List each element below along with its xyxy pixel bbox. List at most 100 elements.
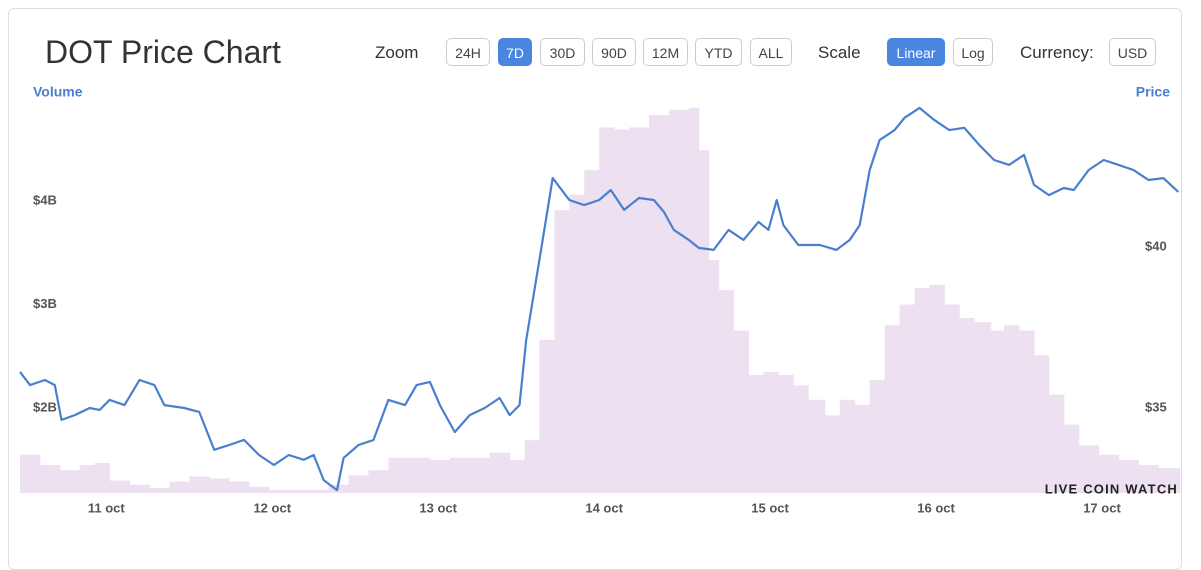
volume-bar — [698, 150, 710, 493]
volume-bar — [899, 304, 915, 493]
volume-bar — [1138, 465, 1159, 493]
zoom-button[interactable]: 30D — [540, 38, 585, 66]
volume-bar — [688, 107, 700, 493]
volume-bar — [1048, 394, 1065, 493]
volume-bar — [763, 371, 779, 493]
volume-bar — [974, 322, 992, 493]
volume-bar — [793, 385, 809, 493]
volume-bar — [1004, 325, 1020, 493]
volume-bar — [990, 330, 1005, 493]
volume-bar — [599, 127, 615, 494]
chart-title: DOT Price Chart — [45, 34, 281, 70]
volume-bar — [1158, 468, 1181, 493]
volume-bar — [429, 459, 451, 493]
scale-button[interactable]: Log — [953, 38, 993, 66]
volume-bar — [929, 284, 945, 493]
volume-bar — [648, 115, 670, 493]
volume-bar — [189, 476, 210, 493]
volume-bar — [824, 415, 841, 493]
volume-bar — [884, 325, 901, 493]
volume-bar — [668, 109, 690, 494]
y-tick-label: $2B — [33, 400, 57, 415]
volume-bar — [839, 399, 856, 493]
page: DOT Price Chart Zoom Scale Currency: USD… — [8, 8, 1182, 570]
y-tick-label: $3B — [33, 296, 57, 311]
volume-bar — [109, 480, 131, 493]
y2-axis-label: Price — [1136, 84, 1170, 100]
volume-bar — [629, 127, 650, 494]
x-tick-label: 15 oct — [751, 500, 789, 515]
volume-bar — [1078, 445, 1100, 493]
y-axis-label: Volume — [33, 84, 83, 100]
price-line — [19, 106, 1180, 492]
volume-bar — [59, 470, 81, 493]
volume-bar — [39, 465, 61, 493]
volume-bar — [20, 454, 41, 493]
volume-bar — [209, 478, 230, 493]
volume-bar — [854, 404, 871, 493]
volume-bar — [94, 462, 111, 493]
zoom-button[interactable]: 7D — [498, 38, 532, 66]
volume-bar — [288, 489, 310, 493]
zoom-button[interactable]: 12M — [643, 38, 688, 66]
volume-bar — [268, 489, 290, 493]
scale-label: Scale — [818, 43, 861, 62]
volume-bar — [509, 459, 525, 493]
zoom-button[interactable]: YTD — [695, 38, 742, 66]
volume-bar — [368, 470, 389, 493]
volume-bar — [869, 380, 886, 493]
zoom-button[interactable]: 90D — [592, 38, 636, 66]
volume-bar — [778, 374, 794, 493]
volume-bar — [1063, 424, 1080, 493]
scale-button[interactable]: Linear — [887, 38, 945, 66]
volume-bar — [959, 317, 975, 493]
volume-bar — [388, 457, 411, 493]
volume-bar — [348, 475, 369, 493]
volume-bar — [584, 169, 600, 494]
volume-bar — [469, 457, 491, 493]
volume-bar — [328, 484, 350, 493]
zoom-button[interactable]: 24H — [446, 38, 490, 66]
y2-tick-label: $40 — [1145, 238, 1167, 253]
x-tick-label: 17 oct — [1083, 500, 1121, 515]
volume-bar — [229, 481, 250, 493]
volume-bar — [1098, 454, 1120, 493]
x-tick-label: 13 oct — [419, 500, 457, 515]
volume-bar — [169, 481, 190, 493]
volume-bar — [1019, 330, 1035, 493]
volume-bar — [914, 287, 930, 493]
volume-bar — [708, 260, 720, 493]
volume-bar — [489, 452, 511, 493]
volume-bar — [748, 374, 764, 493]
y-tick-label: $4B — [33, 192, 57, 207]
x-tick-label: 12 oct — [253, 500, 291, 515]
watermark: LIVE COIN WATCH — [1045, 481, 1178, 496]
zoom-label: Zoom — [375, 43, 419, 62]
volume-bar — [569, 194, 585, 494]
volume-bar — [129, 484, 150, 493]
chart: Volume Price $2B $3B $4B $35 $40 11 oct 12 oct 13… — [19, 84, 1181, 515]
volume-bar — [149, 487, 170, 493]
volume-bar — [944, 304, 960, 493]
volume-bar — [449, 457, 471, 493]
volume-bar — [808, 399, 826, 493]
x-tick-label: 14 oct — [585, 500, 623, 515]
currency-button[interactable]: USD — [1109, 38, 1156, 66]
x-tick-label: 16 oct — [917, 500, 955, 515]
currency-label: Currency: — [1020, 43, 1094, 62]
y2-tick-label: $35 — [1145, 399, 1167, 414]
volume-bar — [733, 330, 750, 493]
volume-bar — [539, 339, 555, 493]
volume-bar — [718, 290, 735, 493]
volume-bar — [409, 457, 431, 493]
zoom-button[interactable]: ALL — [750, 38, 792, 66]
volume-bar — [554, 210, 570, 493]
volume-bar — [614, 129, 630, 493]
volume-bar — [79, 465, 96, 493]
volume-bar — [524, 440, 540, 493]
volume-bar — [308, 489, 330, 493]
volume-bar — [1033, 355, 1050, 493]
volume-bar — [249, 486, 270, 493]
x-tick-label: 11 oct — [88, 500, 126, 515]
volume-bar — [1118, 459, 1140, 493]
